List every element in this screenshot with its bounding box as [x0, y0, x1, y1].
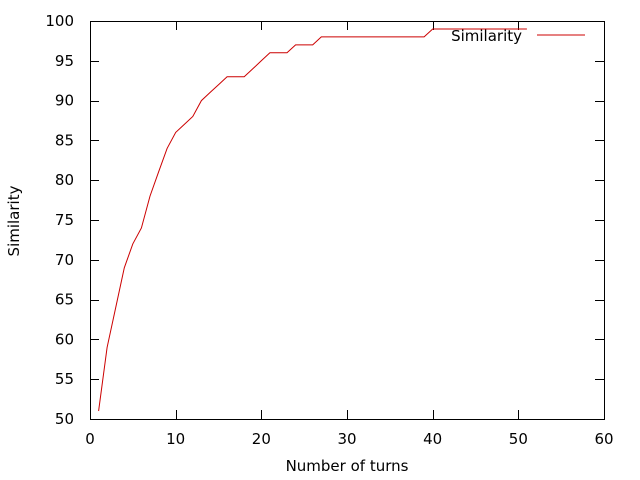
x-tick-label: 0 [85, 430, 95, 448]
x-axis: 0 10 20 30 40 50 60 [85, 21, 614, 448]
legend-label: Similarity [451, 27, 522, 45]
y-tick-label: 100 [45, 12, 74, 30]
y-axis: 50 55 60 65 70 75 80 85 90 95 100 [45, 12, 604, 428]
x-tick-label: 10 [166, 430, 185, 448]
x-tick-label: 30 [337, 430, 356, 448]
series-line-similarity [98, 28, 527, 412]
y-tick-label: 50 [55, 410, 74, 428]
x-tick-label: 20 [252, 430, 271, 448]
y-tick-label: 65 [55, 291, 74, 309]
y-tick-label: 85 [55, 131, 74, 149]
y-tick-label: 80 [55, 171, 74, 189]
y-tick-label: 95 [55, 52, 74, 70]
y-axis-label: Similarity [5, 185, 23, 256]
y-tick-label: 60 [55, 330, 74, 348]
x-tick-label: 40 [423, 430, 442, 448]
series-layer [98, 28, 527, 412]
y-tick-label: 90 [55, 92, 74, 110]
plot-frame [90, 21, 605, 420]
y-tick-label: 70 [55, 251, 74, 269]
legend: Similarity [451, 27, 585, 45]
x-tick-label: 50 [509, 430, 528, 448]
y-tick-label: 75 [55, 211, 74, 229]
x-tick-label: 60 [594, 430, 613, 448]
y-tick-label: 55 [55, 370, 74, 388]
x-axis-label: Number of turns [286, 457, 409, 475]
